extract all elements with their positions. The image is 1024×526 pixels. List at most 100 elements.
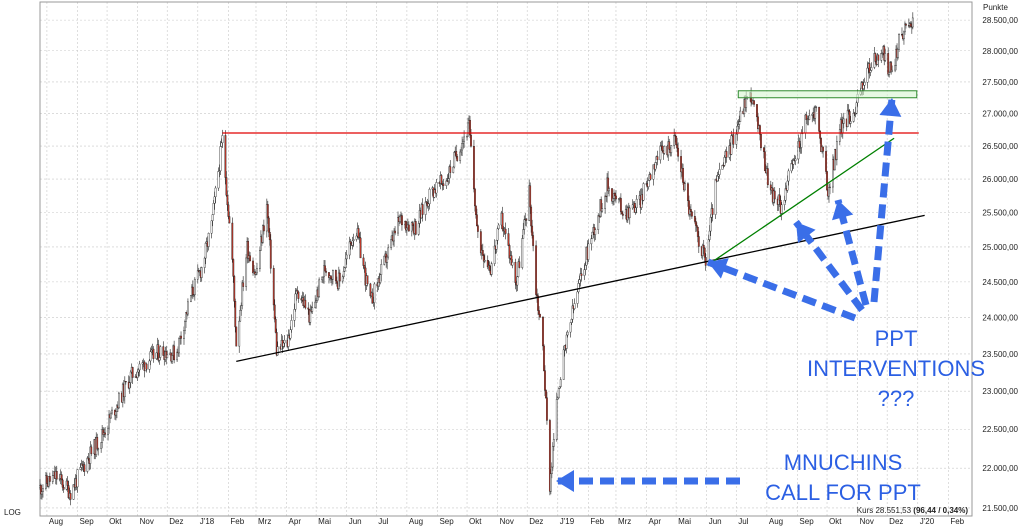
- candle-body: [466, 136, 468, 138]
- candle-body: [829, 186, 831, 189]
- candle-body: [411, 222, 414, 226]
- candle-body: [684, 183, 686, 191]
- candle-body: [695, 225, 698, 228]
- candle-body: [877, 54, 880, 61]
- candle-body: [819, 131, 822, 139]
- candle-body: [814, 107, 817, 119]
- candle-body: [703, 247, 706, 258]
- candle-body: [538, 310, 540, 315]
- x-tick-label: Apr: [649, 517, 662, 526]
- candle-body: [152, 348, 155, 359]
- candle-body: [587, 243, 590, 260]
- candle-body: [476, 214, 478, 226]
- candle-body: [723, 157, 726, 166]
- candle-body: [763, 147, 765, 152]
- arrow-to-december-low-head: [556, 470, 574, 492]
- candle-body: [455, 151, 458, 157]
- candle-body: [702, 244, 705, 249]
- candle-body: [545, 390, 547, 398]
- candle-body: [314, 301, 317, 308]
- candle-body: [507, 233, 510, 246]
- candle-body: [242, 282, 245, 287]
- candle-body: [818, 106, 821, 132]
- candle-body: [176, 351, 178, 361]
- candle-body: [620, 211, 623, 215]
- candle-body: [282, 342, 285, 347]
- candle-body: [778, 194, 781, 201]
- x-tick-label: Feb: [950, 517, 964, 526]
- candle-body: [725, 151, 728, 158]
- candle-body: [136, 371, 139, 378]
- candle-body: [473, 146, 475, 190]
- candle-body: [348, 241, 351, 256]
- candle-body: [256, 268, 258, 274]
- y-tick-label: 25.000,00: [982, 243, 1018, 252]
- candle-body: [583, 269, 586, 276]
- candle-body: [283, 339, 286, 344]
- candle-body: [642, 183, 645, 201]
- candle-body: [584, 265, 587, 270]
- candle-body: [580, 273, 583, 276]
- candle-body: [470, 134, 472, 147]
- mnuchin-annotation-line-2: CALL FOR PPT: [765, 480, 921, 505]
- candle-body: [594, 229, 597, 235]
- candle-body: [255, 272, 257, 275]
- candle-body: [173, 345, 176, 361]
- candle-body: [362, 257, 365, 266]
- candle-body: [352, 239, 355, 241]
- candle-body: [738, 121, 741, 125]
- candle-body: [693, 216, 696, 222]
- ppt-annotation-line-1: PPT: [875, 326, 918, 351]
- candle-body: [523, 219, 526, 230]
- candle-body: [697, 236, 700, 247]
- candle-body: [128, 382, 131, 389]
- price-series: [39, 12, 914, 506]
- candle-body: [417, 223, 420, 235]
- candle-body: [247, 241, 249, 259]
- candle-body: [342, 270, 345, 277]
- arrow-to-october-low: [834, 199, 870, 306]
- x-tick-label: Okt: [469, 517, 482, 526]
- candle-body: [238, 320, 241, 347]
- candle-body: [224, 135, 227, 178]
- candle-body: [891, 69, 894, 73]
- candle-body: [145, 363, 148, 370]
- candle-body: [166, 354, 169, 359]
- candle-body: [841, 123, 844, 134]
- candle-body: [604, 195, 607, 209]
- candle-body: [674, 135, 677, 137]
- candle-body: [548, 420, 551, 492]
- candle-body: [862, 85, 865, 89]
- candle-body: [100, 442, 103, 449]
- candle-body: [855, 102, 858, 114]
- candle-body: [137, 369, 140, 373]
- candle-body: [838, 129, 841, 142]
- candle-body: [383, 255, 386, 265]
- candle-body: [107, 427, 109, 435]
- candle-body: [569, 322, 572, 333]
- candle-body: [517, 261, 520, 277]
- candle-body: [745, 97, 748, 108]
- candle-body: [559, 379, 562, 387]
- candle-body: [673, 135, 676, 146]
- candle-body: [129, 371, 132, 383]
- candle-body: [273, 304, 276, 320]
- candle-body: [311, 307, 314, 312]
- candle-body: [207, 233, 210, 247]
- x-tick-label: Nov: [500, 517, 514, 526]
- candle-body: [221, 135, 224, 144]
- candle-body: [104, 432, 106, 435]
- candle-body: [730, 135, 733, 155]
- candle-body: [394, 230, 396, 234]
- candle-body: [649, 174, 652, 180]
- candle-body: [55, 470, 58, 480]
- candle-body: [525, 218, 528, 221]
- candle-body: [522, 229, 525, 239]
- candle-body: [852, 112, 855, 122]
- candle-body: [171, 355, 174, 362]
- candle-body: [245, 257, 248, 287]
- candle-body: [846, 109, 849, 127]
- candle-body: [72, 484, 75, 500]
- candle-body: [357, 228, 360, 238]
- candle-body: [338, 272, 341, 282]
